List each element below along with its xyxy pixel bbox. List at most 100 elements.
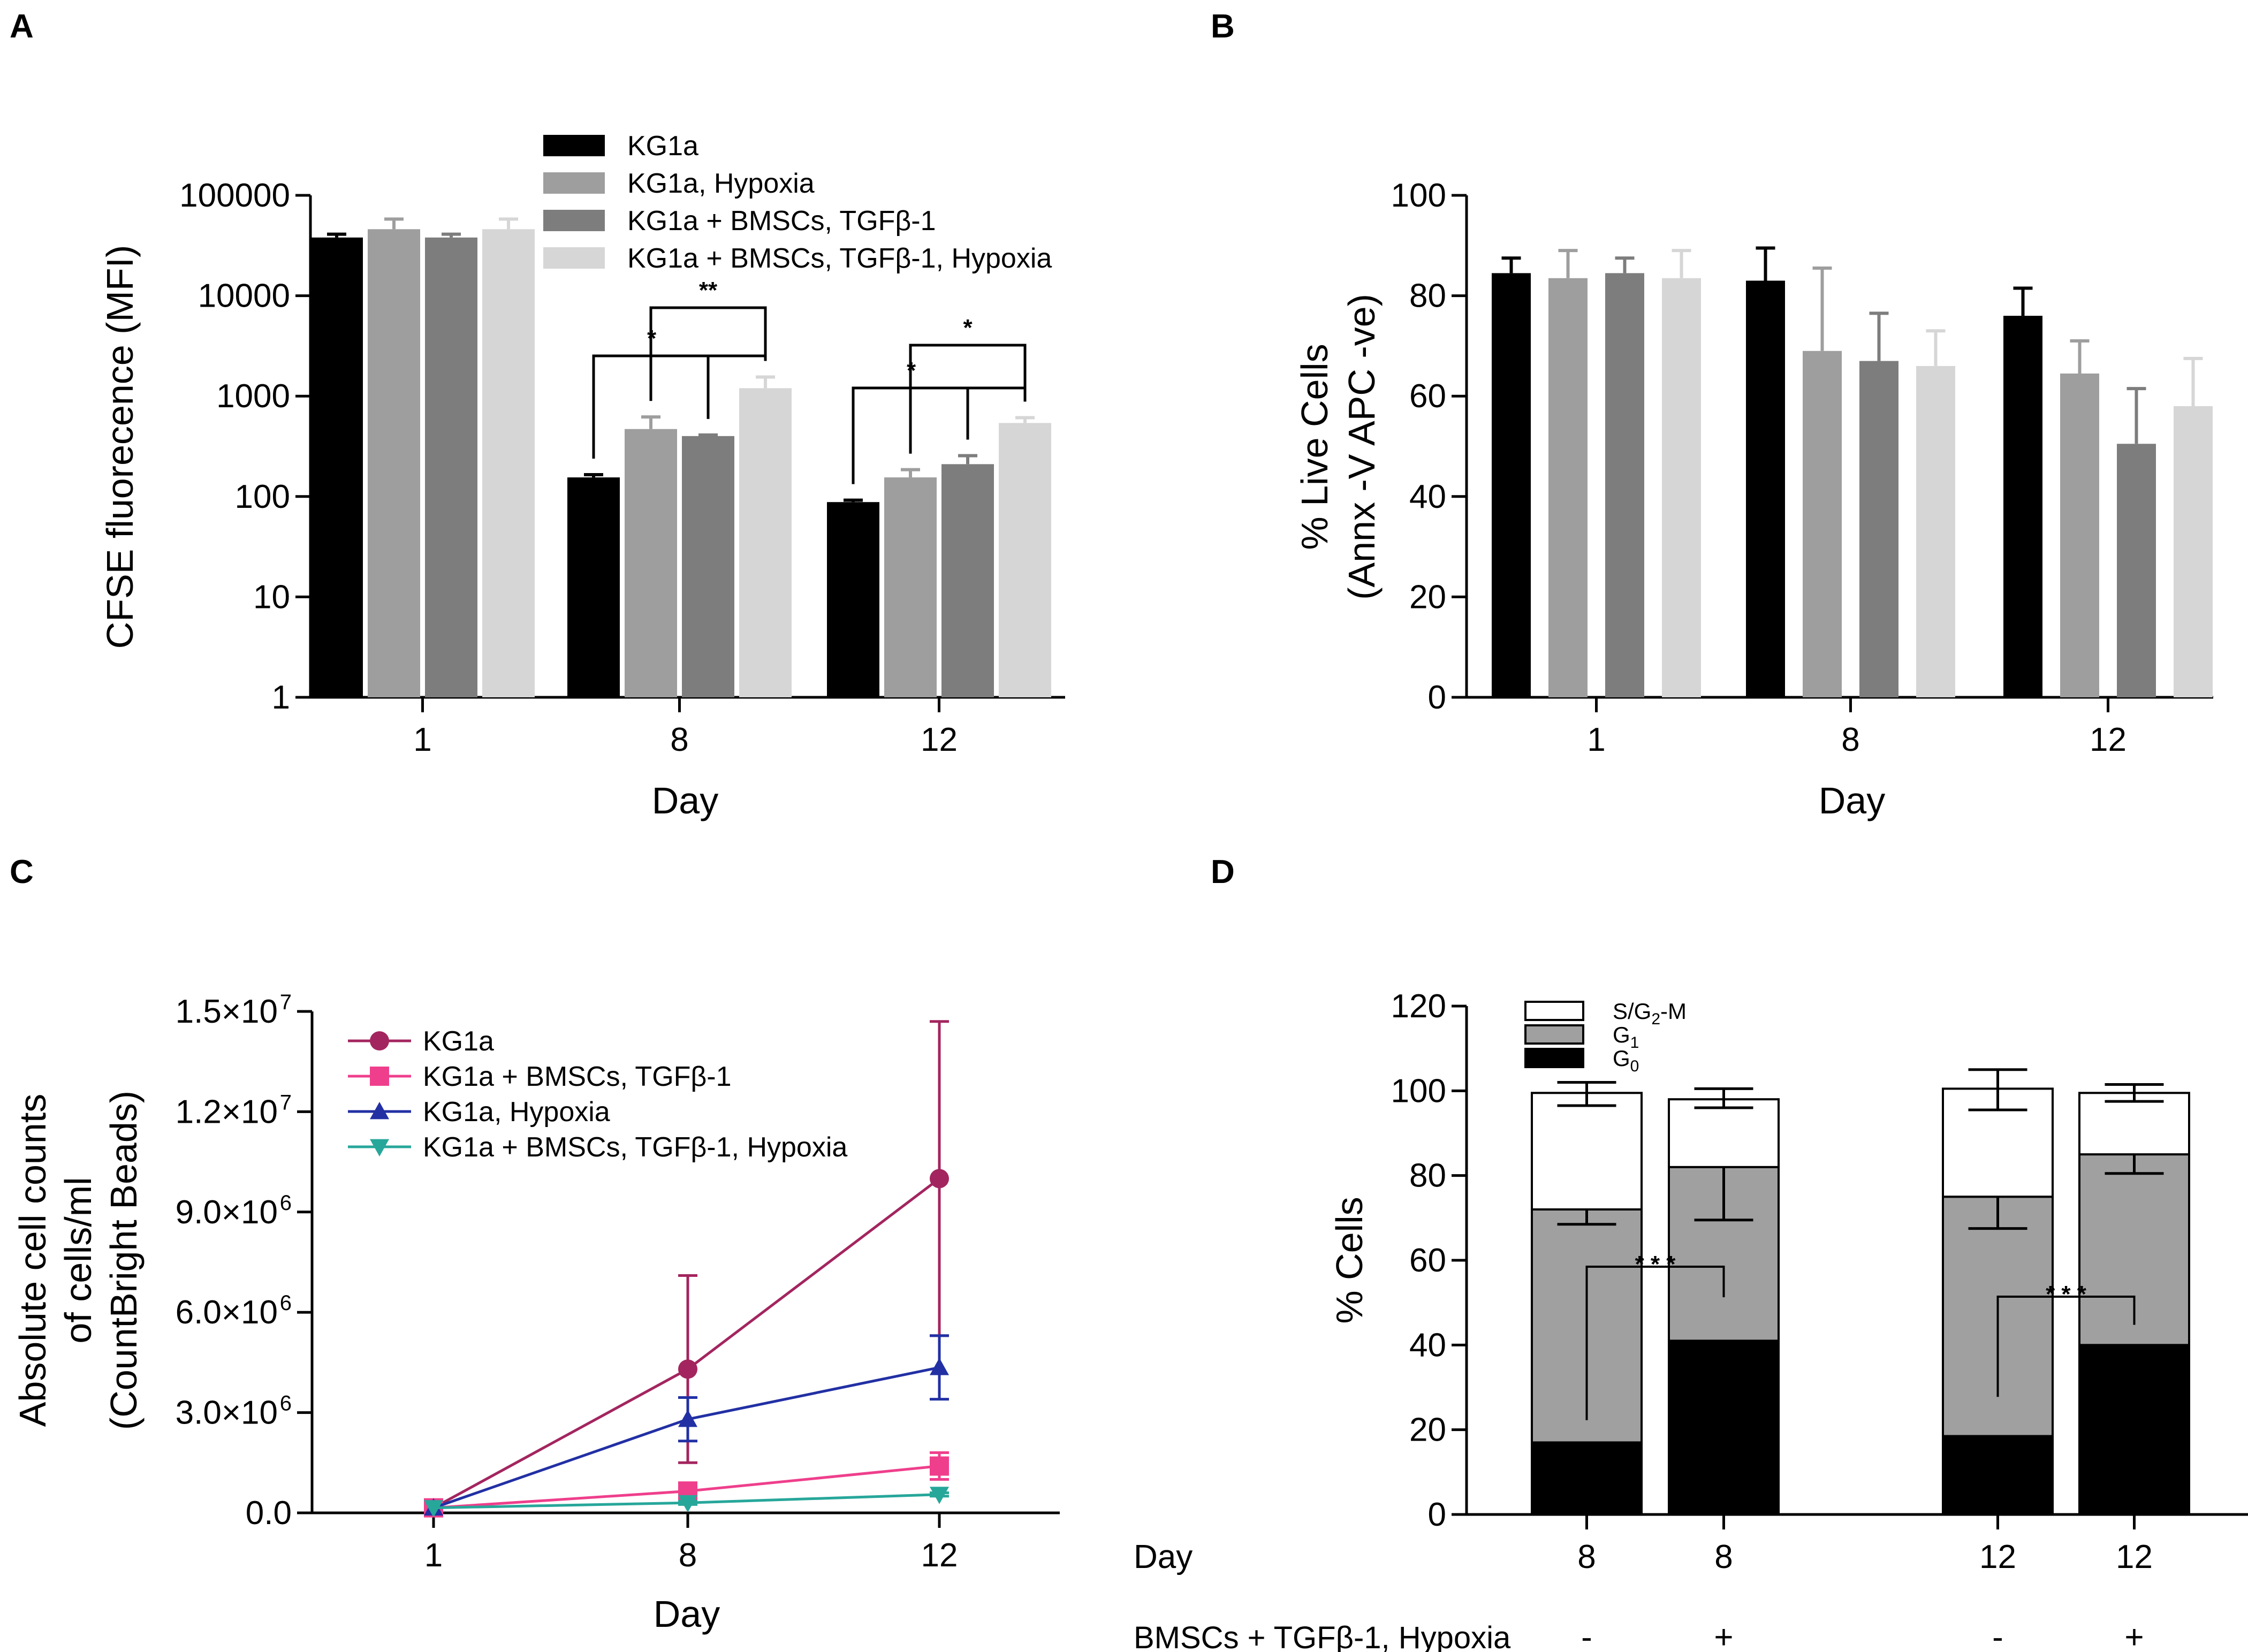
bar: [1548, 278, 1588, 697]
y-tick-label: 1.5×10: [176, 993, 278, 1030]
x-tick-label: 8: [670, 721, 688, 758]
y-axis-title-line2: of cells/ml: [57, 1177, 99, 1343]
significance-bracket: [1585, 1266, 1725, 1420]
significance-bracket: [852, 386, 1027, 484]
significance-label: *: [963, 315, 973, 341]
x-tick-label: 12: [921, 721, 958, 758]
y-tick-label: 100: [1391, 1072, 1446, 1109]
day-label: 12: [2116, 1539, 2153, 1575]
y-tick-label: 6.0×10: [176, 1294, 278, 1331]
y-tick-label: 100000: [179, 177, 290, 214]
x-tick-label: 1: [424, 1537, 443, 1574]
x-tick-label: 12: [2090, 721, 2127, 758]
legend-swatch: [543, 210, 605, 231]
y-tick-label: 9.0×10: [176, 1194, 278, 1231]
day-label: 8: [1714, 1539, 1733, 1575]
y-tick-label: 10000: [198, 278, 290, 315]
y-tick-label: 100: [235, 478, 290, 515]
bar: [567, 477, 620, 697]
x-tick-label: 8: [679, 1537, 697, 1574]
legend-swatch: [1524, 1048, 1584, 1068]
y-tick-label: 20: [1409, 1412, 1446, 1449]
y-axis-title-line3: (CountBright Beads): [103, 1091, 145, 1430]
y-tick-label: 80: [1409, 278, 1446, 315]
panel-label-d: D: [1211, 854, 1235, 890]
day-label: 8: [1577, 1539, 1596, 1575]
x-axis-title: Day: [652, 780, 718, 821]
bar: [999, 423, 1051, 697]
bar: [625, 429, 677, 697]
significance-label: **: [699, 277, 718, 303]
legend-label: KG1a: [627, 131, 698, 162]
significance-label: *: [647, 325, 657, 352]
y-tick-label: 20: [1409, 578, 1446, 615]
y-axis-title-line2: (Annx -V APC -ve): [1341, 294, 1383, 600]
y-tick-label: 0: [1428, 1496, 1446, 1533]
x-axis-title: Day: [1819, 780, 1885, 821]
y-tick-exponent: 7: [280, 991, 292, 1014]
bar: [482, 229, 535, 698]
data-point: [678, 1359, 697, 1379]
y-tick-label: 60: [1409, 1242, 1446, 1279]
legend-swatch: [1524, 1024, 1584, 1045]
y-tick-label: 10: [253, 578, 290, 615]
y-tick-label: 1: [272, 679, 290, 716]
bar: [368, 229, 420, 698]
y-axis-title: % Cells: [1328, 1197, 1370, 1323]
legend-label: KG1a + BMSCs, TGFβ-1: [627, 205, 936, 237]
y-axis-title-line1: % Live Cells: [1294, 344, 1335, 550]
legend-swatch: [543, 172, 605, 194]
y-tick-label: 100: [1391, 177, 1446, 214]
bar: [2003, 316, 2042, 697]
bar: [884, 477, 937, 697]
stacked-segment: [1668, 1098, 1780, 1168]
y-tick-exponent: 6: [280, 1191, 292, 1215]
significance-bracket: [592, 354, 767, 459]
bar: [1605, 273, 1644, 697]
significance-label: *: [907, 357, 916, 384]
treatment-label: +: [1714, 1619, 1733, 1652]
row-label-day: Day: [1134, 1539, 1193, 1575]
legend-swatch: [1524, 1001, 1584, 1021]
panel-label-b: B: [1211, 8, 1235, 45]
x-tick-label: 1: [1587, 721, 1605, 758]
bar: [827, 502, 879, 697]
y-tick-label: 40: [1409, 478, 1446, 515]
bar: [1662, 278, 1701, 697]
stacked-segment: [1668, 1339, 1780, 1516]
data-point: [930, 1487, 949, 1504]
data-point: [930, 1358, 949, 1375]
bar: [1859, 361, 1898, 697]
x-tick-label: 1: [413, 721, 431, 758]
y-tick-label: 1.2×10: [176, 1093, 278, 1130]
bar: [941, 464, 994, 697]
legend-label: KG1a, Hypoxia: [627, 168, 815, 199]
treatment-label: +: [2124, 1619, 2144, 1652]
stacked-segment: [1942, 1435, 2054, 1516]
significance-bracket: [1996, 1296, 2136, 1397]
panel-c-chart: 0.03.0×10 66.0×10 69.0×10 61.2×10 71.5×10 71 8…: [12, 991, 1060, 1635]
y-axis-title: CFSE fluorecence (MFI): [99, 245, 141, 649]
y-tick-label: 3.0×10: [176, 1395, 278, 1432]
stacked-segment: [2078, 1092, 2190, 1156]
y-tick-label: 0: [1428, 679, 1446, 716]
stacked-segment: [2078, 1344, 2190, 1516]
legend-label: KG1a + BMSCs, TGFβ-1: [423, 1061, 732, 1092]
legend-marker: [370, 1139, 389, 1156]
treatment-label: -: [1992, 1619, 2003, 1652]
legend-label: G0: [1613, 1046, 1639, 1075]
y-tick-exponent: 6: [280, 1291, 292, 1315]
legend-label: KG1a + BMSCs, TGFβ-1, Hypoxia: [627, 243, 1052, 274]
y-tick-label: 60: [1409, 378, 1446, 415]
treatment-label: -: [1581, 1619, 1592, 1652]
legend-label: KG1a: [423, 1026, 494, 1057]
bar: [1803, 351, 1842, 697]
x-tick-label: 8: [1841, 721, 1859, 758]
x-tick-label: 12: [921, 1537, 958, 1574]
data-point: [678, 1410, 697, 1427]
y-tick-label: 0.0: [246, 1495, 292, 1532]
legend-marker: [370, 1031, 389, 1050]
bar: [739, 388, 792, 697]
data-point: [424, 1500, 443, 1518]
